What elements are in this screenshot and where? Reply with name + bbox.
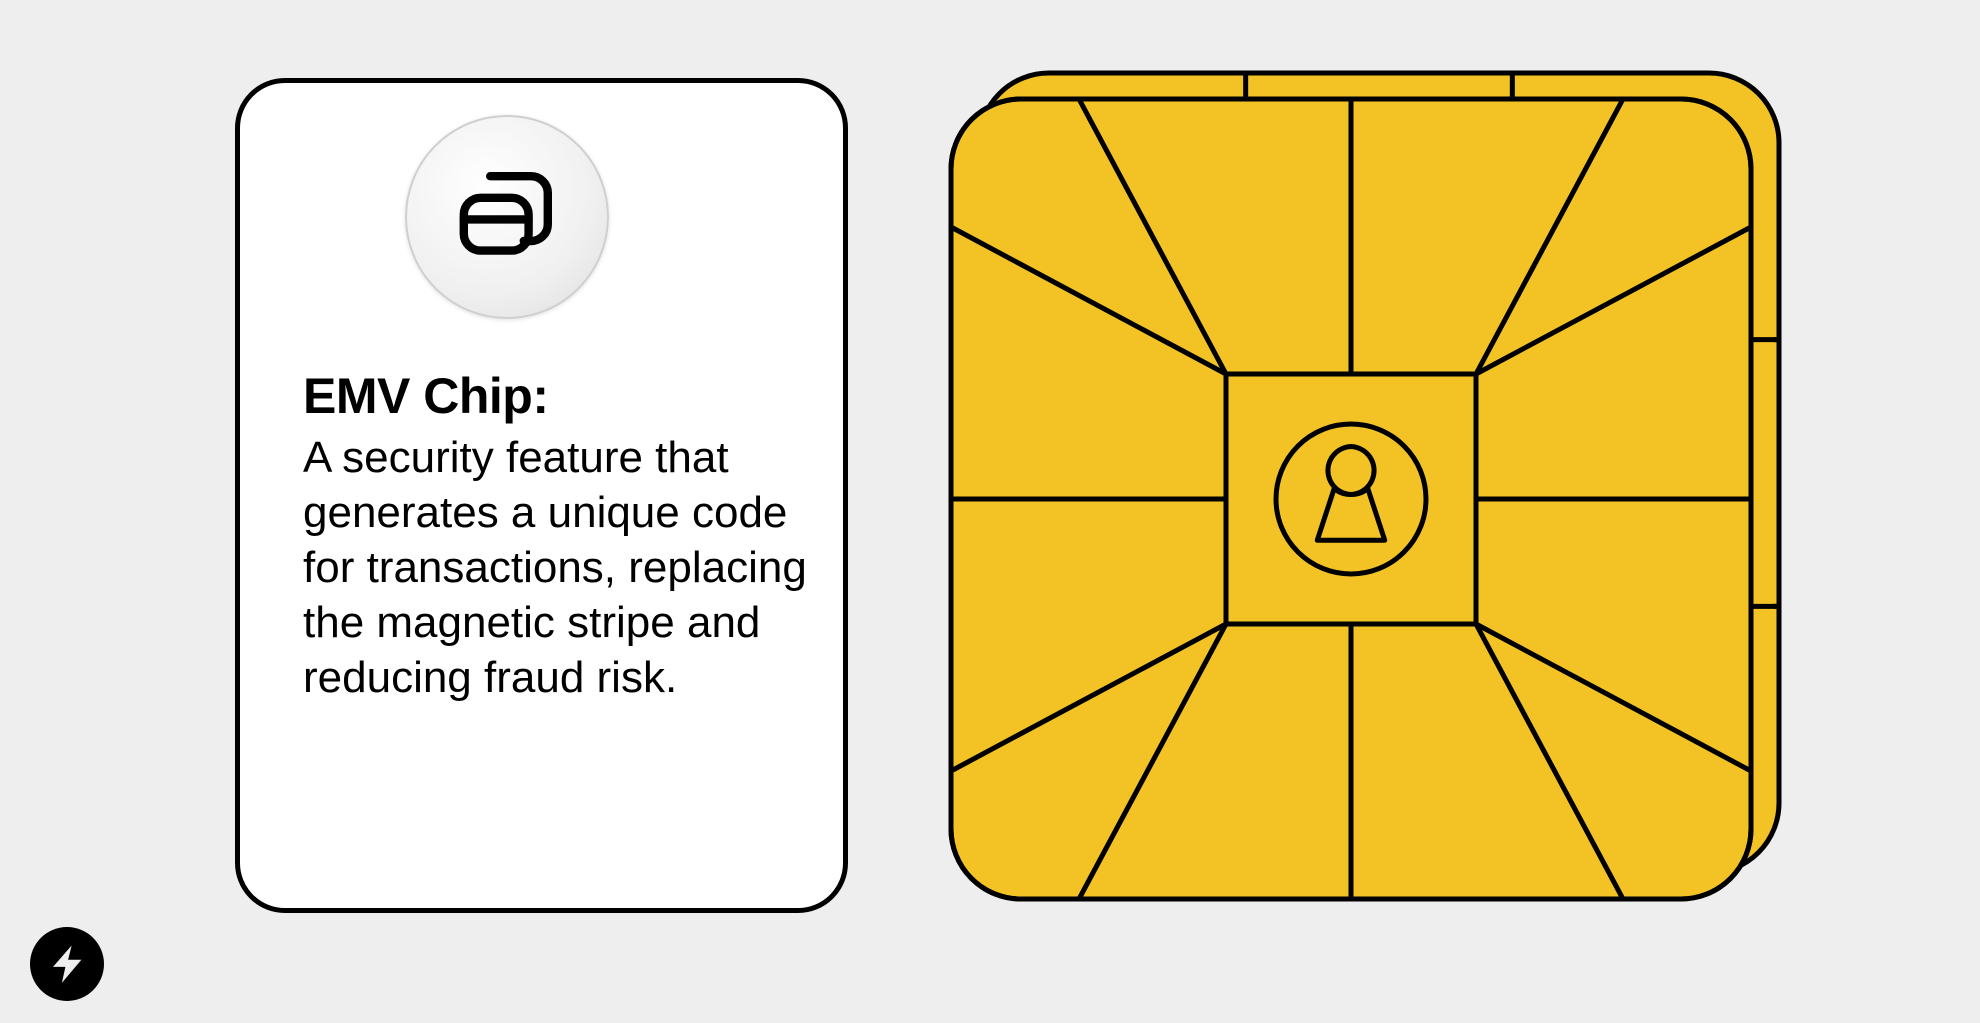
infographic-canvas: EMV Chip: A security feature that genera… [0,0,1980,1023]
definition-card: EMV Chip: A security feature that genera… [235,78,848,913]
bolt-glyph [45,942,89,986]
emv-chip-illustration [946,68,1784,904]
card-body: A security feature that generates a uniq… [303,430,833,705]
stacked-cards-icon [447,157,567,277]
bolt-logo-icon [30,927,104,1001]
card-icon-circle [405,115,609,319]
card-title: EMV Chip: [303,367,548,425]
emv-chip-svg [946,68,1784,904]
